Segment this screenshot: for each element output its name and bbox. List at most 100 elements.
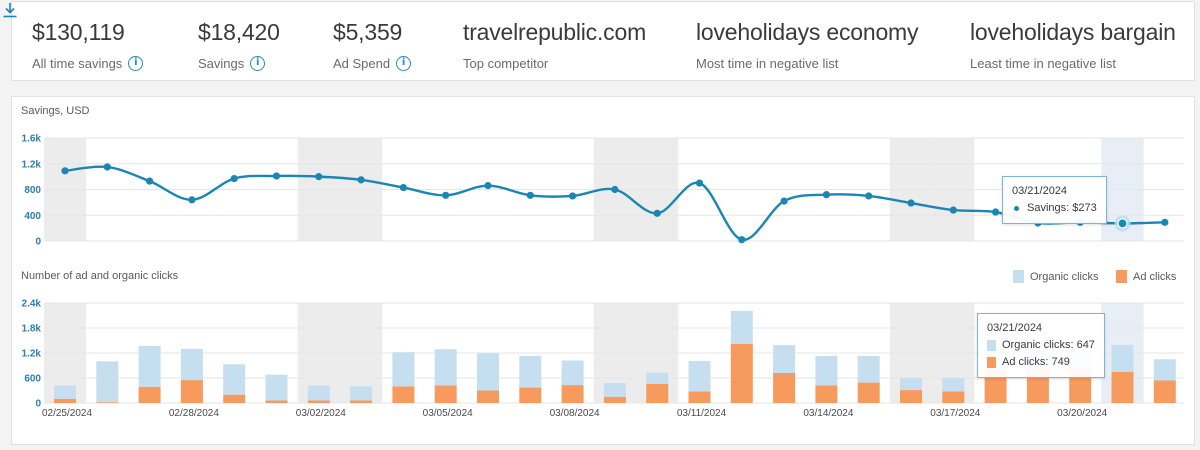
savings-point — [103, 163, 111, 171]
savings-point — [949, 206, 957, 214]
bar-ad-clicks — [1153, 380, 1176, 403]
savings-point — [611, 185, 619, 194]
bar-ad-clicks — [646, 383, 669, 403]
bar-organic-clicks — [857, 355, 880, 383]
bar-ad-clicks — [392, 386, 415, 403]
x-tick-label: 03/14/2024 — [803, 408, 853, 419]
savings-point — [780, 197, 788, 205]
info-icon[interactable]: i — [396, 56, 412, 71]
savings-point — [569, 192, 577, 200]
x-tick-label: 03/05/2024 — [423, 408, 473, 419]
bar-ad-clicks — [307, 400, 330, 403]
bar-organic-clicks — [603, 383, 626, 397]
savings-chart-title: Savings, USD — [21, 105, 90, 117]
kpi-least-time-negative: loveholidays bargain Least time in negat… — [970, 18, 1176, 71]
savings-point — [526, 191, 534, 199]
kpi-value: loveholidays bargain — [970, 19, 1176, 45]
info-icon[interactable]: i — [128, 56, 144, 71]
bar-organic-clicks — [1153, 359, 1176, 381]
clicks-chart-title: Number of ad and organic clicks — [21, 270, 179, 282]
legend-swatch-ad — [1116, 270, 1127, 283]
bar-ad-clicks — [265, 400, 288, 403]
tooltip-ad-swatch — [987, 357, 996, 368]
savings-point — [992, 208, 1000, 216]
tooltip-organic-value: Organic clicks: 647 — [1002, 339, 1095, 351]
savings-y-tick: 1.2k — [22, 159, 42, 170]
savings-point — [188, 196, 196, 204]
kpi-value: $5,359 — [333, 19, 403, 45]
savings-point — [653, 209, 661, 217]
bar-organic-clicks — [519, 355, 542, 388]
bar-organic-clicks — [265, 374, 288, 401]
savings-point — [907, 199, 915, 207]
info-icon[interactable]: i — [250, 56, 266, 71]
tooltip-organic-swatch — [987, 340, 996, 351]
kpi-label: Top competitor — [463, 56, 549, 71]
kpi-top-competitor: travelrepublic.com Top competitor — [463, 18, 646, 71]
x-tick-label: 02/25/2024 — [42, 408, 92, 419]
bar-ad-clicks — [519, 387, 542, 403]
savings-point — [272, 172, 281, 180]
kpi-summary-card: $130,119 All time savings i $18,420 Savin… — [11, 1, 1195, 81]
x-tick-label: 02/28/2024 — [169, 408, 219, 419]
legend-swatch-organic — [1013, 270, 1024, 283]
savings-point — [738, 236, 746, 244]
bar-ad-clicks — [180, 380, 203, 403]
x-tick-label: 03/11/2024 — [677, 408, 727, 419]
tooltip-dot — [1014, 206, 1019, 211]
bar-ad-clicks — [773, 373, 796, 403]
x-tick-label: 03/02/2024 — [296, 408, 346, 419]
savings-y-tick: 0 — [35, 237, 41, 248]
bar-ad-clicks — [223, 394, 246, 403]
tooltip-date: 03/21/2024 — [987, 322, 1043, 334]
savings-point — [315, 173, 323, 181]
bar-organic-clicks — [223, 364, 246, 395]
tooltip-ad-value: Ad clicks: 749 — [1002, 356, 1070, 368]
x-tick-label: 03/17/2024 — [930, 408, 980, 419]
legend-label-organic: Organic clicks — [1030, 270, 1099, 283]
bar-ad-clicks — [350, 400, 373, 403]
savings-y-tick: 1.6k — [22, 134, 42, 145]
kpi-savings: $18,420 Savings i — [198, 18, 280, 71]
download-icon[interactable] — [1, 1, 19, 19]
bar-organic-clicks — [96, 361, 119, 403]
tooltip-date: 03/21/2024 — [1012, 185, 1068, 197]
kpi-label: Ad Spend — [333, 56, 391, 71]
legend-ad[interactable]: Ad clicks — [1116, 270, 1176, 283]
savings-point — [357, 176, 365, 184]
bar-ad-clicks — [900, 390, 922, 403]
clicks-y-tick: 1.8k — [22, 324, 42, 335]
kpi-value: $18,420 — [198, 19, 280, 45]
bar-organic-clicks — [730, 310, 753, 344]
bar-ad-clicks — [96, 402, 119, 403]
bar-organic-clicks — [773, 345, 796, 373]
clicks-tooltip: 03/21/2024 Organic clicks: 647 Ad clicks… — [977, 313, 1105, 378]
bar-organic-clicks — [138, 345, 161, 387]
bar-ad-clicks — [730, 343, 753, 403]
bar-organic-clicks — [392, 352, 415, 387]
bar-ad-clicks — [477, 390, 499, 403]
bar-ad-clicks — [857, 382, 880, 403]
bar-organic-clicks — [942, 378, 965, 392]
x-tick-label: 03/20/2024 — [1057, 408, 1107, 419]
clicks-y-tick: 600 — [24, 374, 41, 385]
bar-organic-clicks — [180, 348, 203, 381]
savings-point — [1161, 218, 1169, 226]
kpi-most-time-negative: loveholidays economy Most time in negati… — [696, 18, 918, 71]
kpi-label: Most time in negative list — [696, 56, 839, 71]
savings-y-tick: 800 — [24, 185, 41, 196]
clicks-y-tick: 0 — [35, 399, 41, 410]
bar-organic-clicks — [688, 360, 711, 392]
bar-organic-clicks — [54, 385, 76, 399]
clicks-y-tick: 1.2k — [22, 349, 42, 360]
savings-y-tick: 400 — [24, 211, 41, 222]
bar-ad-clicks — [603, 396, 626, 403]
savings-point — [484, 182, 492, 190]
legend-organic[interactable]: Organic clicks — [1013, 270, 1098, 283]
savings-point — [865, 192, 873, 200]
kpi-label: All time savings — [32, 56, 123, 71]
tooltip-savings-value: Savings: $273 — [1027, 202, 1097, 214]
bar-organic-clicks — [900, 378, 922, 391]
savings-point — [695, 179, 704, 187]
